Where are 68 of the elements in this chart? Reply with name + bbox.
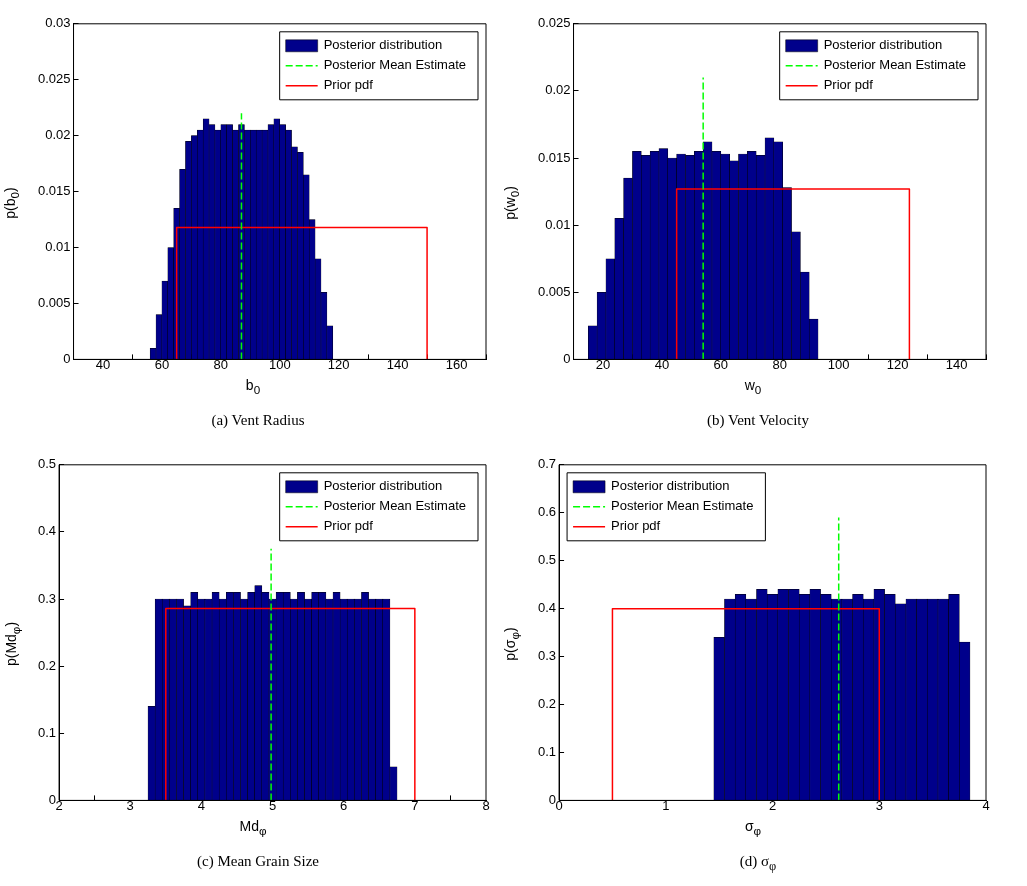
- x-axis-title: Md$_{φ}$: [238, 818, 268, 837]
- legend-label: Prior pdf: [611, 518, 661, 534]
- legend-label: Prior pdf: [323, 518, 374, 534]
- legend-label: Posterior distribution: [611, 478, 730, 494]
- x-tick-label: 140: [386, 356, 409, 372]
- y-tick-label: 0.2: [537, 696, 557, 712]
- x-tick-label: 4: [197, 797, 205, 813]
- y-tick-label: 0.4: [537, 600, 557, 616]
- legend-label: Posterior distribution: [823, 37, 943, 53]
- y-tick-label: 0.01: [45, 239, 71, 255]
- y-tick-label: 0.025: [537, 15, 571, 31]
- x-tick-label: 120: [327, 356, 350, 372]
- x-tick-label: 40: [95, 356, 111, 372]
- y-tick-label: 0.4: [37, 523, 57, 539]
- x-tick-label: 3: [875, 797, 883, 813]
- x-tick-label: 120: [886, 356, 909, 372]
- x-tick-label: 40: [654, 356, 670, 372]
- y-tick-label: 0.02: [45, 127, 71, 143]
- x-tick-label: 6: [340, 797, 348, 813]
- y-tick-label: 0.005: [37, 295, 71, 311]
- y-tick-label: 0.3: [37, 590, 57, 606]
- text: (d) σ$_{φ}$: [738, 853, 778, 874]
- x-axis-title: w$_{0}$: [743, 377, 763, 396]
- y-tick-label: 0.1: [537, 744, 557, 760]
- text: (b) Vent Velocity: [706, 412, 810, 429]
- x-tick-label: 100: [827, 356, 850, 372]
- y-tick-label: 0.015: [37, 183, 71, 199]
- legend-label: Posterior distribution: [323, 37, 443, 53]
- y-tick-label: 0.02: [545, 82, 571, 98]
- x-tick-label: 100: [268, 356, 291, 372]
- x-tick-label: 5: [268, 797, 277, 813]
- x-tick-label: 2: [768, 797, 777, 813]
- legend-label: Posterior Mean Estimate: [823, 57, 967, 73]
- legend-label: Posterior distribution: [323, 478, 443, 494]
- x-tick-label: 2: [55, 797, 63, 813]
- y-tick-label: 0.5: [37, 456, 57, 472]
- y-tick-label: 0.1: [37, 724, 57, 740]
- y-tick-label: 0.03: [45, 15, 71, 31]
- y-tick-label: 0.3: [537, 648, 557, 664]
- legend-label: Prior pdf: [823, 77, 874, 93]
- x-tick-label: 3: [126, 797, 134, 813]
- text: (c) Mean Grain Size: [196, 853, 320, 870]
- x-axis-title: σ$_{φ}$: [743, 818, 763, 837]
- text: (a) Vent Radius: [210, 412, 306, 429]
- y-tick-label: 0.6: [537, 504, 557, 520]
- y-tick-label: 0.5: [537, 552, 557, 568]
- y-tick-label: 0.2: [37, 657, 57, 673]
- x-tick-label: 160: [445, 356, 468, 372]
- x-tick-label: 140: [945, 356, 968, 372]
- legend-label: Prior pdf: [323, 77, 374, 93]
- legend-label: Posterior Mean Estimate: [323, 498, 467, 514]
- x-tick-label: 7: [411, 797, 419, 813]
- y-tick-label: 0.7: [537, 456, 557, 472]
- x-axis-title: b$_{0}$: [244, 377, 262, 396]
- x-tick-label: 80: [772, 356, 787, 372]
- x-tick-label: 1: [662, 797, 670, 813]
- legend-label: Posterior Mean Estimate: [323, 57, 467, 73]
- y-tick-label: 0.015: [537, 149, 571, 165]
- x-tick-label: 4: [982, 797, 990, 813]
- x-tick-label: 20: [595, 356, 611, 372]
- x-tick-label: 60: [713, 356, 729, 372]
- y-tick-label: 0.005: [537, 283, 571, 299]
- x-tick-label: 60: [154, 356, 170, 372]
- legend-label: Posterior Mean Estimate: [611, 498, 754, 514]
- x-tick-label: 80: [213, 356, 229, 372]
- x-tick-label: 8: [482, 797, 490, 813]
- y-tick-label: 0.01: [545, 216, 571, 232]
- y-tick-label: 0.025: [37, 71, 71, 87]
